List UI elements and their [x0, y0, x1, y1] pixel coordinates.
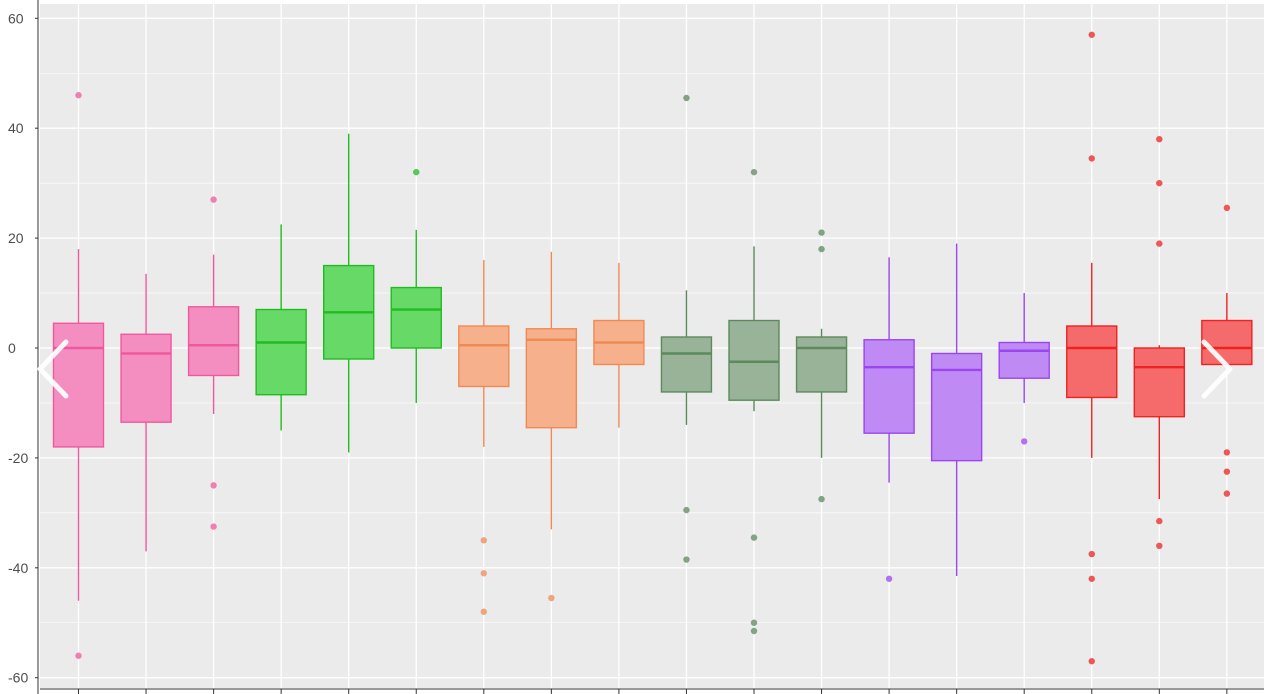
- outlier-point: [1020, 438, 1028, 445]
- outlier-point: [480, 608, 487, 615]
- outlier-point: [818, 495, 825, 503]
- outlier-point: [683, 94, 690, 102]
- plot-panel: [40, 4, 1264, 688]
- box-iqr: [863, 339, 915, 434]
- next-image-button[interactable]: [1196, 338, 1236, 400]
- outlier-point: [1223, 490, 1231, 497]
- outlier-point: [683, 506, 690, 514]
- outlier-point: [1156, 179, 1163, 187]
- outlier-point: [210, 482, 217, 489]
- box-iqr: [525, 328, 578, 429]
- outlier-point: [1223, 449, 1231, 456]
- outlier-point: [1156, 542, 1163, 550]
- outlier-point: [480, 570, 487, 577]
- outlier-point: [1223, 204, 1231, 212]
- chevron-right-icon: [1201, 339, 1233, 399]
- chevron-left-icon: [37, 339, 69, 399]
- outlier-point: [818, 245, 825, 253]
- outlier-point: [1223, 468, 1231, 475]
- prev-image-button[interactable]: [34, 338, 74, 400]
- y-tick-label: -40: [8, 560, 28, 576]
- box-iqr: [120, 333, 172, 423]
- y-tick-label: -20: [8, 450, 28, 466]
- outlier-point: [210, 196, 217, 203]
- y-tick-label: 0: [8, 340, 16, 356]
- outlier-point: [885, 575, 893, 582]
- y-tick-label: 20: [8, 230, 24, 246]
- outlier-point: [480, 537, 487, 544]
- box-iqr: [795, 336, 848, 393]
- y-tick-label: 60: [8, 10, 24, 26]
- box-iqr: [1133, 347, 1186, 418]
- y-tick-label: -60: [8, 670, 28, 686]
- outlier-point: [1156, 135, 1163, 143]
- outlier-point: [683, 556, 690, 563]
- outlier-point: [1088, 155, 1095, 162]
- outlier-point: [750, 627, 758, 635]
- outlier-point: [818, 229, 825, 236]
- outlier-point: [1088, 575, 1095, 582]
- outlier-point: [750, 168, 758, 176]
- y-tick-label: 40: [8, 120, 24, 136]
- outlier-point: [1088, 550, 1095, 558]
- box-iqr: [728, 319, 780, 401]
- box-iqr: [998, 341, 1050, 379]
- box-iqr: [390, 286, 442, 349]
- box-iqr: [187, 306, 240, 377]
- outlier-point: [413, 168, 420, 176]
- outlier-point: [750, 619, 758, 626]
- outlier-point: [548, 594, 555, 602]
- box-iqr: [660, 336, 713, 393]
- box-iqr: [1201, 319, 1253, 366]
- box-iqr: [458, 325, 510, 388]
- box-iqr: [930, 352, 983, 462]
- outlier-point: [1088, 658, 1095, 665]
- box-iqr: [1066, 325, 1118, 399]
- outlier-point: [1088, 31, 1095, 38]
- outlier-point: [1156, 240, 1163, 247]
- outlier-point: [75, 92, 82, 99]
- outlier-point: [210, 523, 217, 530]
- outlier-point: [750, 534, 758, 541]
- outlier-point: [75, 652, 82, 659]
- box-iqr: [255, 308, 307, 396]
- outlier-point: [1156, 517, 1163, 525]
